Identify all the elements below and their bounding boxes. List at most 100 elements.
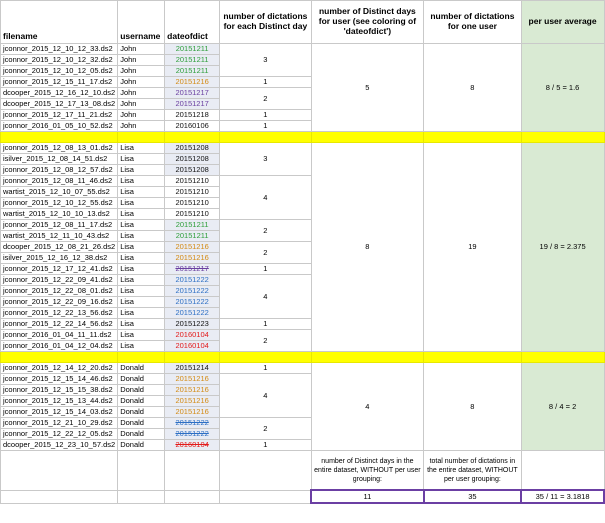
separator-cell: [423, 351, 522, 363]
username-cell: Lisa: [117, 142, 166, 154]
user-average: 8 / 4 = 2: [520, 362, 605, 451]
username-cell: Donald: [117, 406, 166, 418]
username-cell: Lisa: [117, 307, 166, 319]
date-cell: 20151208: [164, 142, 221, 154]
table-row: jconnor_2016_01_04_11_11.ds2 Lisa 20160104…: [0, 329, 605, 352]
date-cell: 20151217: [164, 263, 221, 275]
date-cell: 20160104: [164, 439, 221, 451]
distinct-total-note: number of Distinct days in the entire da…: [310, 450, 425, 491]
table-row: jconnor_2015_12_14_12_20.ds2 Donald 201512…: [0, 362, 605, 451]
date-cell: 20160106: [164, 120, 221, 132]
date-cell: 20151214: [164, 362, 221, 374]
date-cell: 20151210: [164, 175, 221, 187]
distinct-total: 11: [310, 489, 425, 504]
date-cell: 20151222: [164, 307, 221, 319]
per-day-count: 4: [219, 373, 312, 418]
date-cell: 20151211: [164, 54, 221, 66]
username-cell: John: [117, 87, 166, 99]
filename-cell: jconnor_2015_12_15_13_44.ds2: [0, 395, 119, 407]
per-day-count: 1: [219, 109, 312, 121]
username-cell: Lisa: [117, 296, 166, 308]
username-cell: Donald: [117, 373, 166, 385]
distinct-days-count: 4: [310, 362, 425, 451]
dictation-total: 35: [422, 489, 523, 504]
empty-cell: [117, 489, 166, 504]
dictation-sheet: filename username dateofdict number of d…: [0, 0, 605, 504]
date-cell: 20151217: [164, 98, 221, 110]
separator-row: [0, 351, 605, 363]
table-row: jconnor_2015_12_22_08_01.ds2 Lisa 20151222: [0, 285, 605, 297]
filename-cell: jconnor_2015_12_10_12_33.ds2: [0, 43, 119, 55]
user-dictation-count: 8: [423, 43, 522, 132]
filename-cell: jconnor_2015_12_10_12_55.ds2: [0, 197, 119, 209]
date-cell: 20151216: [164, 76, 221, 88]
per-day-count: 2: [219, 219, 312, 242]
per-day-count: 4: [219, 175, 312, 220]
filename-cell: dcooper_2015_12_17_13_08.ds2: [0, 98, 119, 110]
filename-cell: jconnor_2015_12_21_10_29.ds2: [0, 417, 119, 429]
separator-cell: [520, 351, 605, 363]
table-row: jconnor_2016_01_04_12_04.ds2 Lisa 20160104: [0, 340, 605, 352]
date-cell: 20151223: [164, 318, 221, 330]
date-cell: 20151222: [164, 274, 221, 286]
date-cell: 20151216: [164, 241, 221, 253]
filename-cell: jconnor_2015_12_08_11_17.ds2: [0, 219, 119, 231]
filename-cell: wartist_2015_12_10_07_55.ds2: [0, 186, 119, 198]
username-cell: Lisa: [117, 274, 166, 286]
separator-row: [0, 131, 605, 143]
date-cell: 20151222: [164, 285, 221, 297]
filename-cell: isilver_2015_12_16_12_38.ds2: [0, 252, 119, 264]
table-row: jconnor_2015_12_08_12_57.ds2 Lisa 20151208: [0, 164, 605, 176]
filename-cell: jconnor_2015_12_17_12_41.ds2: [0, 263, 119, 275]
empty-cell: [164, 450, 221, 491]
date-cell: 20160104: [164, 329, 221, 341]
col-header-avg: per user average: [520, 0, 605, 44]
date-cell: 20151210: [164, 208, 221, 220]
empty-cell: [520, 450, 605, 491]
username-cell: John: [117, 54, 166, 66]
username-cell: Lisa: [117, 230, 166, 242]
table-row: jconnor_2015_12_22_09_16.ds2 Lisa 20151222: [0, 296, 605, 308]
per-day-count: 2: [219, 87, 312, 110]
date-cell: 20151222: [164, 296, 221, 308]
user-dictation-count: 19: [423, 142, 522, 352]
filename-cell: jconnor_2015_12_22_08_01.ds2: [0, 285, 119, 297]
username-cell: John: [117, 120, 166, 132]
filename-cell: jconnor_2015_12_08_13_01.ds2: [0, 142, 119, 154]
per-day-count: 1: [219, 318, 312, 330]
per-day-count: 3: [219, 142, 312, 176]
username-cell: Donald: [117, 439, 166, 451]
username-cell: Donald: [117, 362, 166, 374]
date-cell: 20151210: [164, 197, 221, 209]
username-cell: Lisa: [117, 318, 166, 330]
filename-cell: jconnor_2015_12_22_09_41.ds2: [0, 274, 119, 286]
filename-cell: jconnor_2015_12_22_13_56.ds2: [0, 307, 119, 319]
footer-totals-row: 11 35 35 / 11 = 3.1818: [0, 489, 605, 504]
date-cell: 20151211: [164, 230, 221, 242]
table-row: dcooper_2015_12_17_13_08.ds2 John 20151217: [0, 98, 605, 110]
filename-cell: dcooper_2015_12_16_12_10.ds2: [0, 87, 119, 99]
filename-cell: jconnor_2015_12_14_12_20.ds2: [0, 362, 119, 374]
overall-average: 35 / 11 = 3.1818: [520, 489, 605, 504]
distinct-days-count: 8: [310, 142, 425, 352]
table-row: jconnor_2015_12_15_13_44.ds2 Donald 201512…: [0, 395, 605, 407]
separator-cell: [164, 131, 221, 143]
separator-cell: [117, 351, 166, 363]
separator-cell: [423, 131, 522, 143]
username-cell: Lisa: [117, 252, 166, 264]
username-cell: Donald: [117, 428, 166, 440]
user-average: 19 / 8 = 2.375: [520, 142, 605, 352]
col-header-filename: filename: [0, 0, 119, 44]
date-cell: 20151217: [164, 87, 221, 99]
header-row: filename username dateofdict number of d…: [0, 0, 605, 44]
empty-cell: [219, 450, 312, 491]
per-day-count: 1: [219, 263, 312, 275]
username-cell: Donald: [117, 395, 166, 407]
username-cell: Lisa: [117, 263, 166, 275]
per-day-count: 1: [219, 362, 312, 374]
table-row: wartist_2015_12_11_10_43.ds2 Lisa 20151211: [0, 230, 605, 242]
username-cell: John: [117, 65, 166, 77]
filename-cell: wartist_2015_12_10_10_13.ds2: [0, 208, 119, 220]
empty-cell: [0, 450, 119, 491]
username-cell: Lisa: [117, 186, 166, 198]
